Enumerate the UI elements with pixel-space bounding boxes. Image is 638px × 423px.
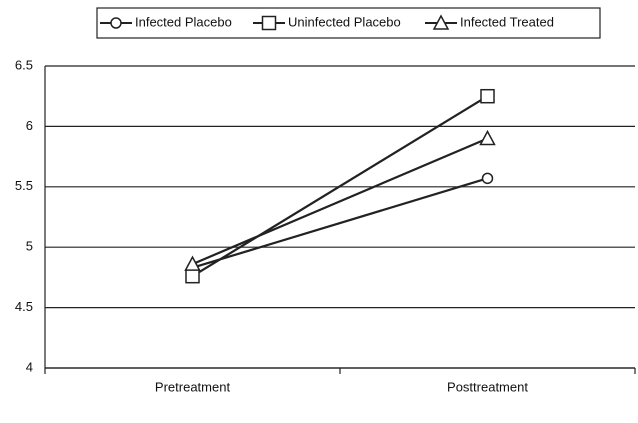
series-line [192,177,488,269]
x-tick-label: Posttreatment [447,379,528,394]
legend-box [96,7,601,39]
y-tick-label: 6.5 [15,57,33,72]
marker [432,14,450,30]
marker [184,255,201,271]
legend-label: Infected Placebo [135,14,232,29]
series-line [192,137,488,266]
y-tick-label: 5 [26,239,33,254]
y-tick-label: 5.5 [15,178,33,193]
y-tick-label: 4.5 [15,299,33,314]
marker [110,17,122,29]
marker [480,88,495,104]
legend: Infected Placebo Uninfected Placebo Infect… [100,14,554,31]
legend-label: Uninfected Placebo [288,14,401,29]
y-tick-label: 6 [26,118,33,133]
marker [261,15,277,31]
y-tick-label: 4 [26,359,33,374]
marker [481,172,494,185]
x-tick-label: Pretreatment [155,379,231,394]
marker [185,268,200,284]
marker [479,129,496,146]
legend-label: Infected Treated [460,14,554,29]
series-line [191,95,489,278]
